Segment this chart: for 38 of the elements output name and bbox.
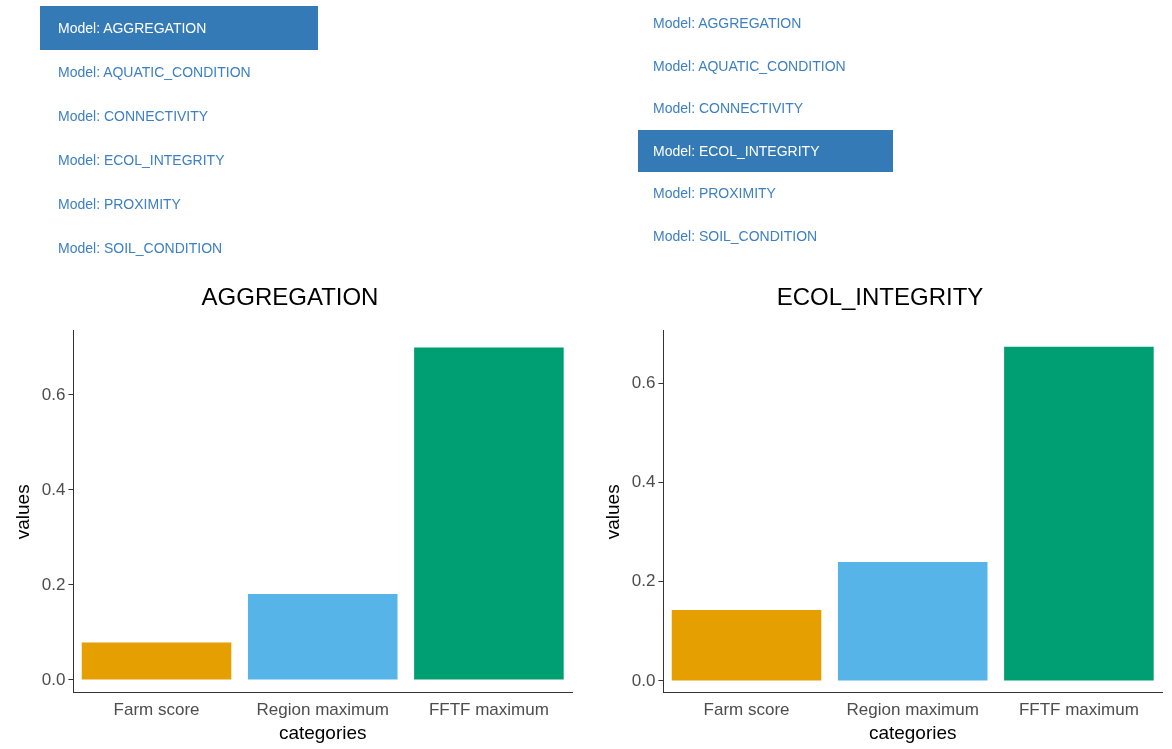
bar [247,593,398,680]
text: Model: PROXIMITY [652,184,777,203]
y-tick-label: 0.6 [631,373,656,393]
text: Model: PROXIMITY [57,195,182,214]
x-axis-title: categories [278,721,367,743]
x-tick-label: Farm score [703,699,790,719]
text: Model: AQUATIC_CONDITION [652,56,847,76]
bar [414,347,564,680]
x-axis-title: categories [868,721,957,743]
x-tick-label: FFTF maximum [428,699,549,719]
text: Model: CONNECTIVITY [652,99,805,118]
text: Model: AGGREGATION [652,14,803,33]
y-tick-label: 0.0 [41,669,66,689]
chart-title: AGGREGATION [201,283,379,311]
chart-title: ECOL_INTEGRITY [776,283,984,311]
y-tick-label: 0.0 [631,670,656,690]
y-tick-label: 0.6 [41,384,66,404]
y-axis-title: values [11,484,33,540]
text: Model: CONNECTIVITY [57,107,210,126]
y-tick-label: 0.4 [41,479,66,499]
x-tick-label: Farm score [113,699,200,719]
x-tick-label: Region maximum [256,699,389,719]
text: Model: AGGREGATION [40,6,318,50]
bar [837,561,988,681]
bar [671,609,822,681]
y-tick-label: 0.2 [41,574,66,594]
y-tick-label: 0.2 [631,571,656,591]
x-tick-label: FFTF maximum [1018,699,1139,719]
text: Model: SOIL_CONDITION [57,239,224,258]
bar [81,642,232,680]
text: Model: ECOL_INTEGRITY [57,151,226,170]
y-tick-label: 0.4 [631,472,656,492]
y-axis-title: values [601,484,623,540]
x-tick-label: Region maximum [846,699,979,719]
bar [1004,346,1154,681]
text: Model: AQUATIC_CONDITION [57,63,252,82]
text: Model: ECOL_INTEGRITY [638,129,893,172]
text: Model: SOIL_CONDITION [652,226,819,246]
